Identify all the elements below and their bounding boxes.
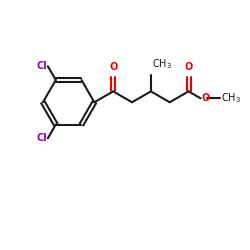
- Text: CH$_3$: CH$_3$: [152, 57, 172, 70]
- Text: O: O: [109, 62, 117, 72]
- Text: O: O: [202, 93, 210, 103]
- Text: Cl: Cl: [36, 61, 47, 71]
- Text: Cl: Cl: [36, 133, 47, 143]
- Text: CH$_3$: CH$_3$: [221, 92, 241, 105]
- Text: O: O: [184, 62, 193, 72]
